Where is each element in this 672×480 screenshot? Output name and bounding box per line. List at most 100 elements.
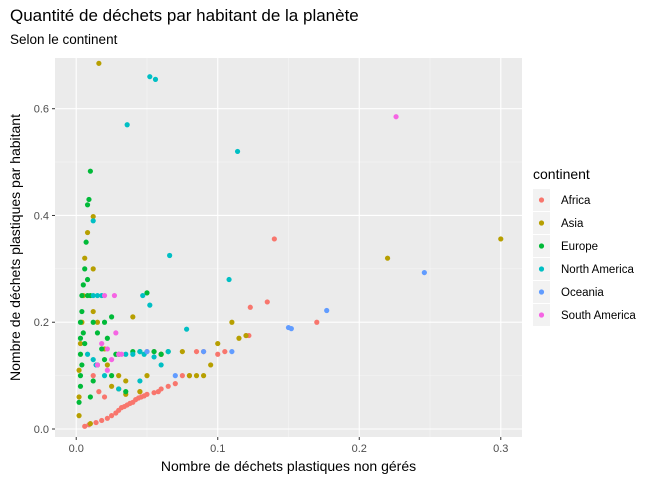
chart-title: Quantité de déchets par habitant de la p… [10,6,359,25]
x-axis-label: Nombre de déchets plastiques non gérés [161,458,416,474]
point-africa [314,319,320,325]
point-south-america [113,330,119,336]
point-north-america [137,348,143,355]
y-tick-label: 0.0 [34,424,49,436]
point-europe [123,389,129,395]
y-axis-label: Nombre de déchets plastiques par habitan… [7,114,23,381]
point-asia [236,335,242,341]
point-north-america [124,122,130,128]
legend-marker-asia [538,220,545,226]
point-europe [83,239,89,245]
point-asia [144,373,150,379]
point-north-america [158,362,164,368]
point-oceania [285,324,292,331]
legend-label-south-america: South America [561,310,636,322]
point-europe [84,202,91,208]
point-asia [137,389,143,395]
point-asia [130,314,136,320]
point-europe [109,373,115,379]
point-africa [96,389,102,395]
point-europe [158,351,164,357]
point-europe [101,356,108,363]
y-axis-ticks: 0.0 0.2 0.4 0.6 [34,104,55,436]
point-oceania [421,269,427,276]
point-europe [90,319,96,325]
point-north-america [152,76,159,82]
point-asia [94,319,101,325]
point-asia [193,373,200,379]
point-africa [247,304,253,310]
point-europe [104,335,110,341]
point-south-america [101,292,108,299]
point-north-america [90,356,96,363]
point-north-america [165,348,171,355]
point-asia [498,236,504,242]
point-europe [79,362,85,368]
point-asia [123,378,129,384]
point-south-america [104,346,110,352]
point-africa [82,423,88,429]
point-europe [82,266,88,272]
point-asia [384,255,391,261]
x-tick-label: 0.0 [69,443,84,455]
chart-subtitle: Selon le continent [10,32,118,47]
point-africa [104,415,110,421]
point-oceania [229,348,235,355]
point-north-america [84,351,91,357]
point-africa [99,417,105,424]
point-north-america [94,292,101,299]
point-africa [151,390,157,396]
y-tick-label: 0.6 [34,104,49,116]
point-south-america [118,351,125,357]
point-north-america [116,386,122,392]
point-africa [93,419,99,426]
point-europe [80,330,86,336]
x-tick-label: 0.2 [352,443,367,455]
point-africa [90,373,96,379]
point-europe [77,335,84,341]
point-asia [84,229,91,236]
point-oceania [172,373,178,379]
legend-label-africa: Africa [561,195,591,207]
point-europe [94,330,101,336]
point-north-america [226,276,232,283]
point-africa [222,348,228,355]
point-europe [79,292,85,299]
point-north-america [151,354,157,360]
point-asia [208,362,214,368]
point-north-america [147,302,153,308]
point-asia [116,373,122,379]
point-north-america [101,373,108,379]
point-south-america [94,362,101,368]
point-asia [104,362,110,368]
point-south-america [99,340,105,347]
point-africa [215,351,221,357]
x-tick-label: 0.1 [210,443,225,455]
point-south-america [111,292,118,299]
legend-marker-europe [538,243,545,249]
point-africa [172,381,178,387]
point-europe [77,319,84,325]
grid-major [55,58,522,437]
point-europe [87,168,93,174]
point-north-america [130,351,136,357]
point-europe [77,373,84,379]
point-africa [158,386,164,392]
point-asia [90,213,96,220]
point-africa [144,391,150,397]
point-africa [271,236,277,242]
point-south-america [109,356,115,363]
x-tick-label: 0.3 [493,443,508,455]
point-europe [77,351,84,357]
point-north-america [90,292,96,299]
point-europe [84,276,91,283]
point-north-america [184,326,190,332]
point-europe [99,346,105,352]
point-asia [179,348,185,355]
point-europe [79,308,85,315]
point-asia [215,340,221,347]
point-asia [76,413,82,419]
x-axis-ticks: 0.0 0.1 0.2 0.3 [69,437,508,455]
legend: continent Africa Asia Europe North America O… [533,166,636,326]
